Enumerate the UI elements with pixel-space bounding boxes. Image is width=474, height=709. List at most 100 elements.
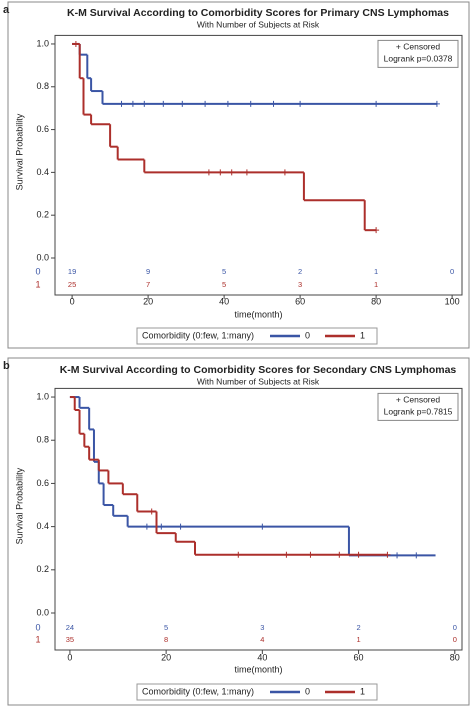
legend-label: 1 [360,330,365,340]
censor-mark [413,552,420,559]
at-risk-count: 1 [374,267,378,276]
censor-mark [179,100,186,107]
annotation-box [377,392,459,421]
legend-label: 0 [305,686,310,696]
legend-title: Comorbidity (0:few, 1:many) [142,330,254,340]
censor-mark [143,523,150,530]
annotation: Logrank p=0.0378 [384,54,453,64]
at-risk-count: 8 [164,635,168,644]
censor-mark [228,169,235,176]
y-tick-label: 0.4 [36,521,49,531]
at-risk-count: 1 [374,280,378,289]
censor-mark [118,100,125,107]
annotation: Logrank p=0.7815 [384,407,453,417]
y-tick-label: 0.8 [36,435,49,445]
risk-group: 0 [35,622,40,632]
at-risk-count: 25 [68,280,76,289]
x-tick-label: 0 [70,296,75,306]
at-risk-count: 24 [66,623,74,632]
at-risk-count: 4 [260,635,264,644]
censor-mark [177,523,184,530]
annotation: + Censored [396,395,440,405]
risk-group: 1 [35,634,40,644]
legend-box [136,327,378,345]
legend-label: 0 [305,330,310,340]
panel-label: b [3,360,10,372]
plot-frame [54,387,463,651]
censor-mark [355,551,362,558]
plot-frame [54,34,463,296]
censor-mark [160,100,167,107]
at-risk-count: 5 [222,280,226,289]
censor-mark [72,40,79,47]
at-risk-count: 2 [298,267,302,276]
at-risk-count: 9 [146,267,150,276]
legend-title: Comorbidity (0:few, 1:many) [142,686,254,696]
censor-mark [281,169,288,176]
at-risk-count: 0 [453,623,457,632]
at-risk-count: 3 [298,280,302,289]
x-tick-label: 100 [445,296,460,306]
at-risk-count: 0 [450,267,454,276]
x-tick-label: 60 [295,296,305,306]
legend-label: 1 [360,686,365,696]
censor-mark [158,523,165,530]
at-risk-count: 5 [222,267,226,276]
annotation-box [377,39,459,68]
y-tick-label: 0.4 [36,167,49,177]
censor-mark [202,100,209,107]
x-axis-label: time(month) [234,309,282,319]
censor-mark [148,508,155,515]
censor-mark [433,100,440,107]
risk-group: 1 [35,279,40,289]
at-risk-count: 1 [356,635,360,644]
y-tick-label: 1.0 [36,38,49,48]
chart-title: K-M Survival According to Comorbidity Sc… [60,364,457,376]
chart-subtitle: With Number of Subjects at Risk [197,376,320,386]
at-risk-count: 7 [146,280,150,289]
chart-title: K-M Survival According to Comorbidity Sc… [67,7,449,19]
x-tick-label: 20 [143,296,153,306]
censor-mark [283,551,290,558]
x-tick-label: 40 [257,652,267,662]
at-risk-count: 5 [164,623,168,632]
x-tick-label: 40 [219,296,229,306]
censor-mark [247,100,254,107]
censor-mark [270,100,277,107]
censor-mark [336,551,343,558]
censor-mark [235,551,242,558]
y-tick-label: 0.0 [36,607,49,617]
x-tick-label: 60 [354,652,364,662]
y-tick-label: 0.8 [36,81,49,91]
censor-mark [297,100,304,107]
panel-border [7,357,470,706]
y-axis-label: Survival Probability [14,467,24,544]
annotation: + Censored [396,42,440,52]
risk-group: 0 [35,266,40,276]
x-tick-label: 0 [67,652,72,662]
censor-mark [224,100,231,107]
at-risk-count: 3 [260,623,264,632]
censor-mark [394,552,401,559]
y-axis-label: Survival Probability [14,113,24,190]
censor-mark [129,100,136,107]
censor-mark [259,523,266,530]
y-tick-label: 0.2 [36,210,49,220]
at-risk-count: 19 [68,267,76,276]
censor-mark [307,551,314,558]
y-tick-label: 0.6 [36,124,49,134]
panel-label: a [3,4,10,16]
at-risk-count: 0 [453,635,457,644]
censor-mark [384,551,391,558]
censor-mark [217,169,224,176]
at-risk-count: 35 [66,635,74,644]
panel-border [7,1,470,349]
y-tick-label: 0.2 [36,564,49,574]
censor-mark [373,227,380,234]
legend-box [136,683,378,701]
censor-mark [243,169,250,176]
censor-mark [205,169,212,176]
x-tick-label: 20 [161,652,171,662]
x-tick-label: 80 [371,296,381,306]
